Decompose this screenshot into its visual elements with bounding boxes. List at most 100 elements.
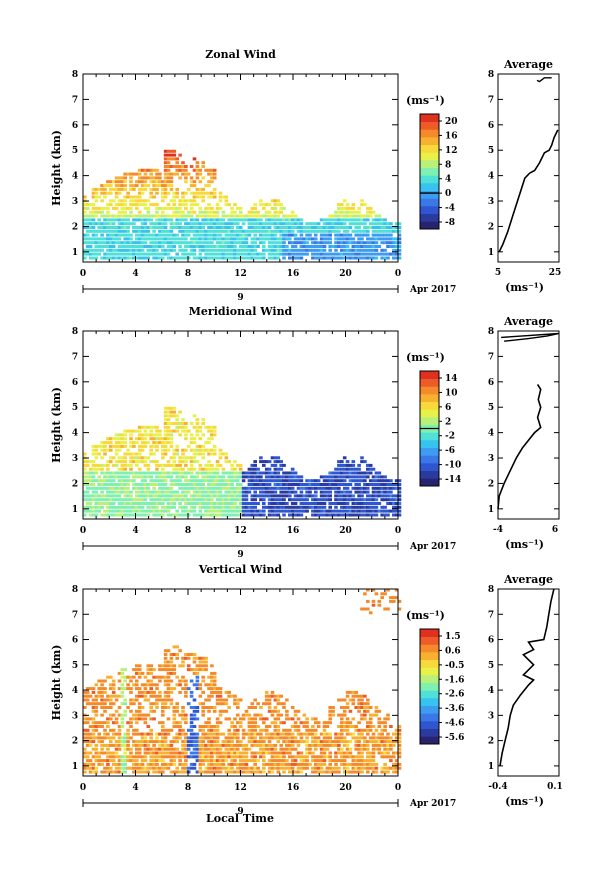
heatmap-cell	[111, 199, 116, 203]
heatmap-cell	[267, 770, 272, 774]
heatmap-cell	[259, 770, 263, 774]
heatmap-cell	[325, 218, 330, 222]
heatmap-cell	[363, 498, 367, 502]
heatmap-cell	[270, 509, 275, 513]
heatmap-cell	[184, 494, 188, 498]
heatmap-cell	[340, 721, 344, 725]
heatmap-cell	[158, 479, 162, 483]
heatmap-cell	[238, 486, 243, 490]
heatmap-cell	[215, 513, 220, 517]
heatmap-cell	[380, 505, 384, 509]
heatmap-cell	[135, 502, 139, 505]
heatmap-cell	[155, 702, 159, 706]
heatmap-cell	[377, 475, 382, 479]
heatmap-cell	[129, 187, 133, 191]
heatmap-cell	[163, 736, 168, 740]
heatmap-cell	[331, 229, 335, 233]
heatmap-cell	[380, 490, 384, 494]
heatmap-cell	[172, 751, 177, 755]
heatmap-cell	[374, 245, 379, 248]
heatmap-cell	[397, 513, 402, 517]
heatmap-cell	[149, 245, 153, 248]
heatmap-cell	[169, 759, 174, 763]
heatmap-cell	[386, 513, 390, 517]
heatmap-cell	[189, 653, 194, 656]
heatmap-cell	[123, 713, 127, 717]
heatmap-cell	[302, 725, 307, 728]
heatmap-cell	[192, 479, 197, 483]
colorbar-tick-label: 2	[445, 417, 451, 427]
heatmap-cell	[207, 717, 211, 721]
heatmap-cell	[340, 725, 344, 728]
heatmap-cell	[123, 214, 127, 218]
heatmap-cell	[366, 509, 370, 513]
heatmap-cell	[140, 222, 145, 226]
heatmap-cell	[123, 486, 127, 490]
heatmap-cell	[273, 463, 278, 467]
heatmap-cell	[186, 429, 191, 433]
heatmap-cell	[192, 437, 197, 441]
heatmap-cell	[325, 475, 330, 479]
heatmap-cell	[192, 494, 197, 498]
heatmap-cell	[285, 747, 289, 751]
heatmap-cell	[210, 245, 214, 248]
heatmap-cell	[123, 241, 127, 245]
heatmap-cell	[169, 653, 174, 656]
heatmap-cell	[256, 743, 260, 747]
heatmap-cell	[140, 717, 145, 721]
heatmap-cell	[314, 717, 318, 721]
heatmap-cell	[363, 513, 367, 517]
heatmap-cell	[247, 214, 252, 218]
heatmap-cell	[342, 751, 347, 755]
heatmap-cell	[132, 241, 136, 245]
heatmap-cell	[106, 694, 110, 698]
heatmap-cell	[207, 770, 211, 774]
heatmap-cell	[103, 687, 107, 691]
heatmap-cell	[233, 256, 237, 260]
heatmap-cell	[189, 668, 194, 672]
heatmap-cell	[212, 444, 217, 448]
heatmap-cell	[129, 237, 133, 241]
heatmap-cell	[123, 210, 127, 214]
heatmap-cell	[132, 471, 136, 475]
heatmap-cell	[158, 668, 162, 672]
heatmap-cell	[210, 226, 214, 229]
heatmap-cell	[111, 237, 116, 241]
heatmap-cell	[241, 766, 246, 770]
heatmap-cell	[120, 180, 125, 184]
heatmap-cell	[210, 176, 214, 180]
heatmap-cell	[380, 498, 384, 502]
heatmap-cell	[290, 755, 295, 759]
heatmap-cell	[236, 241, 240, 245]
heatmap-cell	[337, 471, 341, 475]
heatmap-cell	[146, 252, 151, 256]
heatmap-cell	[146, 502, 151, 505]
heatmap-cell	[311, 245, 315, 248]
heatmap-cell	[270, 248, 275, 252]
heatmap-cell	[244, 494, 249, 498]
heatmap-cell	[137, 256, 142, 260]
heatmap-cell	[316, 513, 321, 517]
heatmap-cell	[137, 214, 142, 218]
heatmap-cell	[109, 483, 113, 486]
heatmap-cell	[114, 694, 119, 698]
heatmap-cell	[230, 218, 234, 222]
heatmap-cell	[316, 502, 321, 505]
heatmap-cell	[114, 743, 119, 747]
heatmap-cell	[264, 490, 269, 494]
heatmap-cell	[129, 751, 133, 755]
heatmap-cell	[207, 483, 211, 486]
heatmap-cell	[371, 486, 376, 490]
heatmap-cell	[296, 717, 301, 721]
heatmap-cell	[221, 743, 226, 747]
heatmap-cell	[189, 483, 194, 486]
heatmap-cell	[285, 762, 289, 766]
heatmap-cell	[357, 502, 361, 505]
heatmap-cell	[328, 740, 332, 744]
heatmap-cell	[236, 751, 240, 755]
heatmap-cell	[120, 717, 125, 721]
heatmap-cell	[172, 494, 177, 498]
heatmap-cell	[264, 248, 269, 252]
heatmap-cell	[392, 483, 396, 486]
heatmap-cell	[282, 483, 286, 486]
